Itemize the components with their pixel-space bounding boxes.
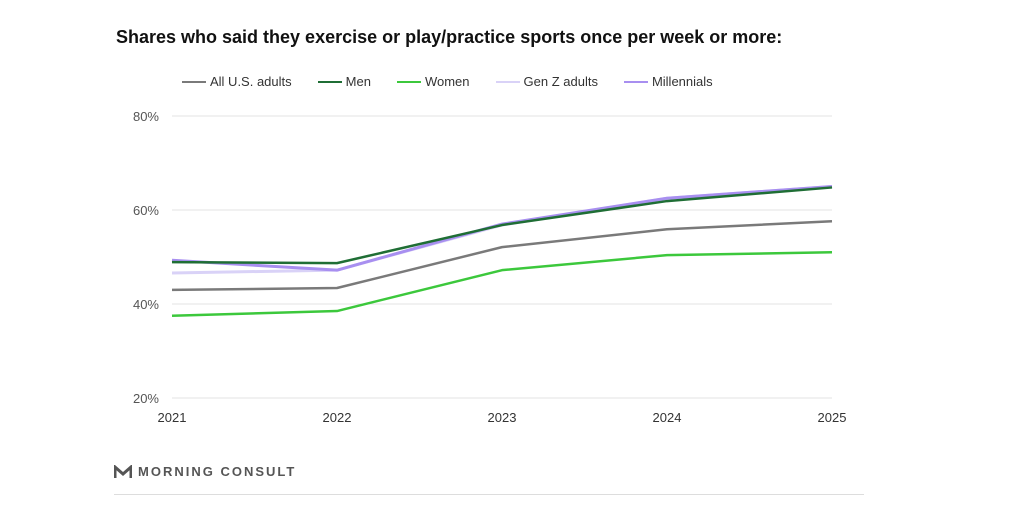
legend: All U.S. adults Men Women Gen Z adults Mille… bbox=[182, 74, 739, 89]
legend-item: All U.S. adults bbox=[182, 74, 292, 89]
legend-swatch bbox=[495, 80, 520, 83]
x-tick-label: 2025 bbox=[818, 410, 847, 425]
x-tick-label: 2024 bbox=[653, 410, 682, 425]
legend-swatch bbox=[317, 80, 342, 83]
footer-divider bbox=[114, 494, 864, 495]
legend-item: Gen Z adults bbox=[495, 74, 598, 89]
legend-label: All U.S. adults bbox=[210, 74, 292, 89]
series-line-women bbox=[171, 251, 833, 317]
legend-label: Women bbox=[424, 74, 470, 89]
brand-logo: MORNING CONSULT bbox=[114, 464, 296, 479]
legend-item: Men bbox=[317, 74, 371, 89]
x-tick-label: 2023 bbox=[488, 410, 517, 425]
legend-label: Millennials bbox=[651, 74, 713, 89]
y-tick-label: 80% bbox=[133, 109, 159, 124]
series-line-all-u-s-adults bbox=[171, 220, 833, 292]
legend-swatch bbox=[396, 80, 421, 83]
series-line-men bbox=[171, 186, 833, 265]
legend-swatch bbox=[182, 80, 206, 83]
brand-name: MORNING CONSULT bbox=[138, 464, 297, 479]
legend-item: Women bbox=[396, 74, 470, 89]
series-line-millennials bbox=[171, 185, 833, 272]
legend-item: Millennials bbox=[623, 74, 713, 89]
legend-swatch bbox=[623, 80, 648, 83]
series-line-gen-z-adults bbox=[171, 185, 833, 275]
x-tick-label: 2021 bbox=[158, 410, 187, 425]
legend-label: Gen Z adults bbox=[523, 74, 598, 89]
morning-consult-logo-icon bbox=[114, 464, 132, 478]
chart-title: Shares who said they exercise or play/pr… bbox=[116, 27, 783, 47]
y-tick-label: 20% bbox=[133, 391, 159, 406]
x-tick-label: 2022 bbox=[323, 410, 352, 425]
y-tick-label: 60% bbox=[133, 203, 159, 218]
y-tick-label: 40% bbox=[133, 297, 159, 312]
legend-label: Men bbox=[345, 74, 371, 89]
